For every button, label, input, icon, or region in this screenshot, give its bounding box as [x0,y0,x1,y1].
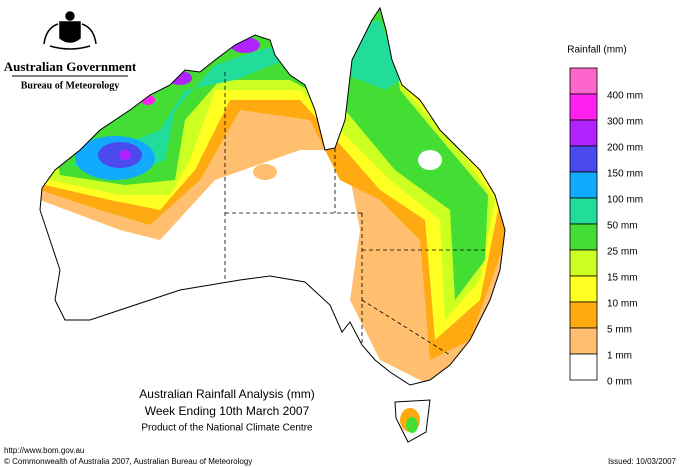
footer-copyright: © Commonwealth of Australia 2007, Austra… [4,457,252,466]
legend: 400 mm 300 mm 200 mm 150 mm 100 mm 50 mm 25 mm… [569,67,643,388]
government-name: Australian Government [4,59,137,74]
legend-swatch [569,197,598,225]
legend-swatch [569,67,598,95]
legend-label: 5 mm [607,325,632,336]
footer-url: http://www.bom.gov.au [4,446,84,455]
legend-label: 400 mm [607,91,643,102]
legend-swatch [569,119,598,147]
state-borders [224,72,488,356]
legend-label: 25 mm [607,247,638,258]
legend-swatch [569,93,598,121]
legend-swatch [569,275,598,303]
legend-label: 200 mm [607,143,643,154]
map-credit: Product of the National Climate Centre [141,423,313,434]
legend-label: 300 mm [607,117,643,128]
legend-label: 150 mm [607,169,643,180]
legend-swatch [569,249,598,277]
legend-swatch [569,301,598,329]
legend-swatch [569,171,598,199]
legend-swatch [569,353,598,381]
legend-label: 100 mm [607,195,643,206]
legend-swatch [569,327,598,355]
legend-swatch [569,223,598,251]
coastline [39,6,506,443]
legend-swatch [569,145,598,173]
legend-label: 10 mm [607,299,638,310]
legend-label: 0 mm [607,377,632,388]
legend-label: 1 mm [607,351,632,362]
footer-issued: Issued: 10/03/2007 [608,457,677,466]
map-title: Australian Rainfall Analysis (mm) [139,387,314,401]
legend-label: 15 mm [607,273,638,284]
bureau-name: Bureau of Meteorology [21,80,120,91]
map-subtitle: Week Ending 10th March 2007 [145,404,310,418]
legend-label: 50 mm [607,221,638,232]
legend-title: Rainfall (mm) [567,45,626,56]
coat-of-arms [43,11,97,50]
